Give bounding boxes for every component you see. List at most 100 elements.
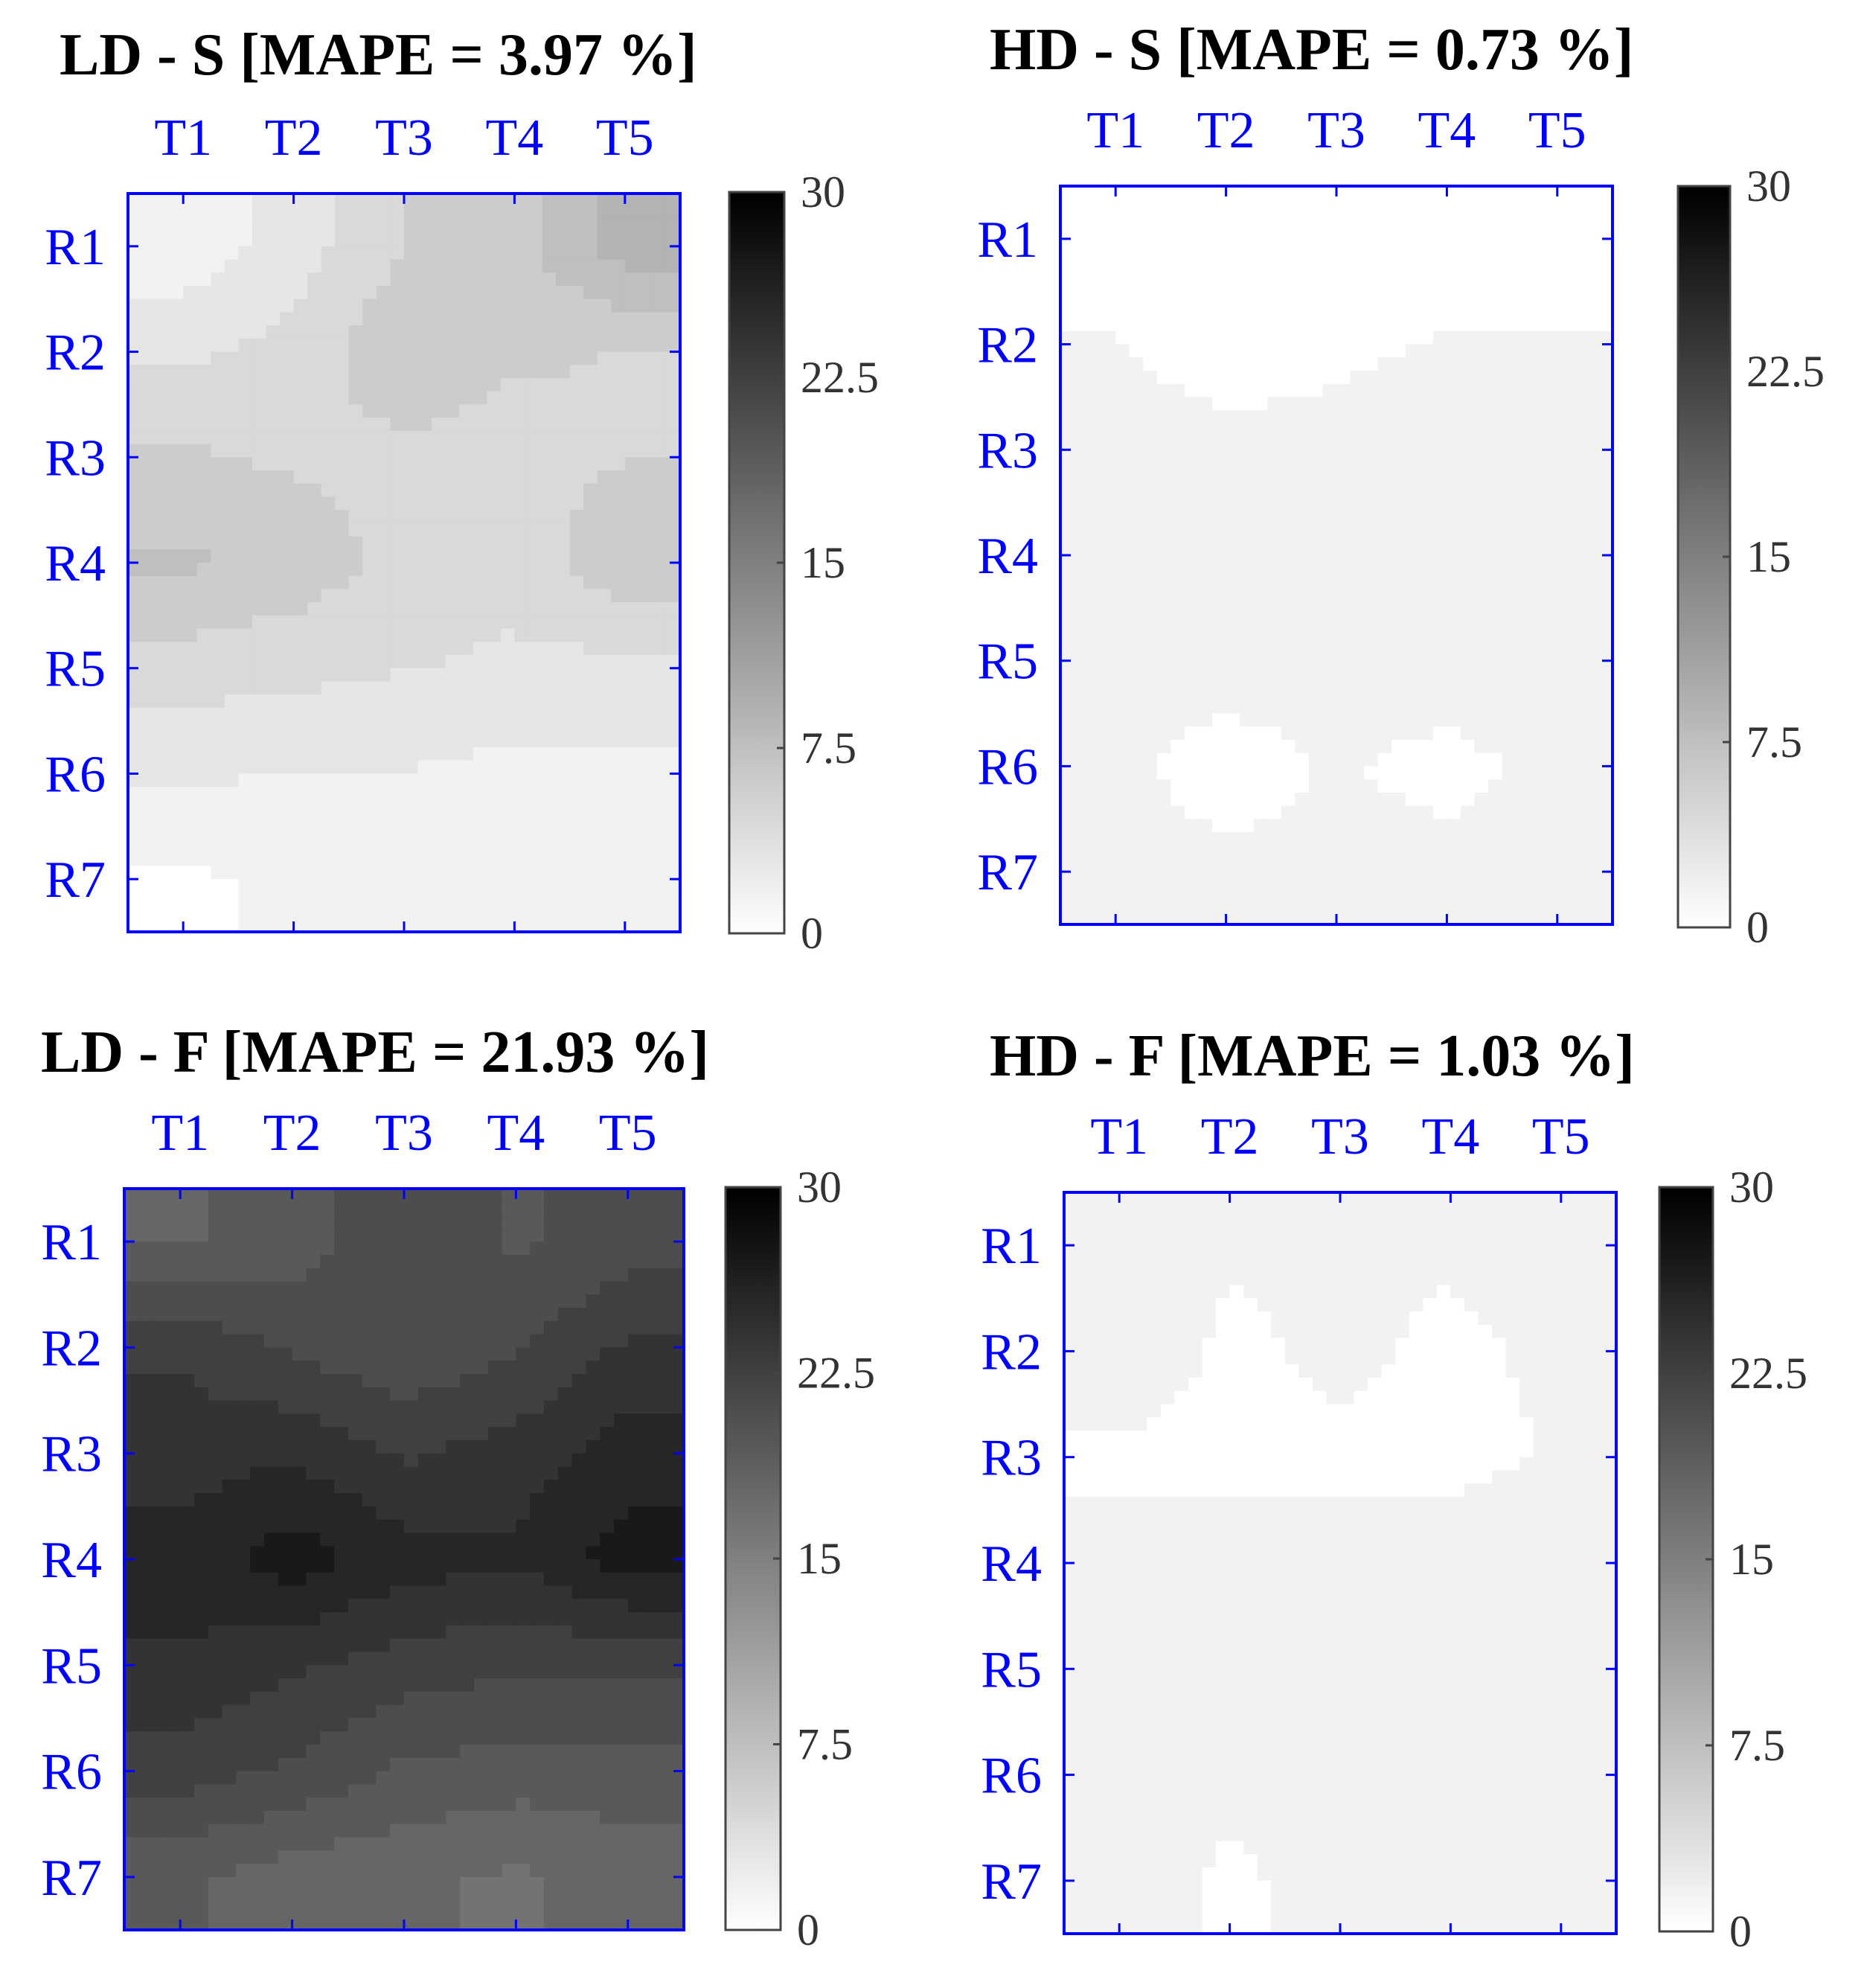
heatmap-cell: [1364, 607, 1379, 622]
heatmap-cell: [1502, 476, 1516, 490]
heatmap-cell: [500, 668, 515, 683]
heatmap-cell: [473, 681, 487, 695]
heatmap-cell: [278, 1268, 293, 1282]
x-tick-label: T3: [375, 1105, 433, 1162]
heatmap-cell: [266, 510, 281, 524]
heatmap-cell: [432, 510, 446, 524]
heatmap-cell: [169, 707, 184, 722]
heatmap-cell: [1488, 450, 1503, 464]
heatmap-cell: [1557, 238, 1572, 253]
heatmap-cell: [1584, 410, 1600, 424]
heatmap-cell: [1336, 648, 1351, 662]
heatmap-cell: [1405, 212, 1420, 226]
heatmap-cell: [224, 522, 239, 537]
heatmap-cell: [638, 840, 653, 854]
heatmap-cell: [196, 575, 211, 590]
heatmap-cell: [583, 799, 598, 814]
heatmap-cell: [1308, 792, 1324, 807]
heatmap-cell: [597, 655, 612, 669]
heatmap-cell: [1184, 858, 1200, 872]
heatmap-cell: [417, 418, 432, 432]
heatmap-cell: [141, 483, 156, 498]
heatmap-cell: [544, 1268, 559, 1282]
heatmap-cell: [1460, 344, 1476, 358]
heatmap-cell: [459, 840, 474, 854]
heatmap-cell: [1184, 595, 1200, 609]
heatmap-cell: [445, 496, 460, 511]
heatmap-cell: [1088, 581, 1103, 595]
heatmap-cell: [1074, 911, 1089, 925]
heatmap-cell: [376, 615, 391, 630]
heatmap-cell: [264, 1294, 279, 1308]
heatmap-cell: [335, 430, 350, 445]
heatmap-cell: [1226, 872, 1240, 886]
heatmap-cell: [1529, 371, 1544, 385]
heatmap-cell: [224, 549, 239, 563]
heatmap-cell: [1074, 687, 1089, 701]
heatmap-cell: [1598, 726, 1613, 741]
heatmap-cell: [1281, 911, 1295, 925]
heatmap-cell: [390, 787, 405, 801]
heatmap-cell: [597, 602, 612, 616]
heatmap-cell: [1101, 291, 1116, 306]
heatmap-cell: [128, 642, 143, 656]
heatmap-cell: [1267, 595, 1282, 609]
heatmap-cell: [1060, 674, 1075, 688]
heatmap-cell: [1529, 898, 1544, 912]
heatmap-cell: [278, 1241, 293, 1256]
heatmap-cell: [1226, 884, 1240, 899]
heatmap-cell: [404, 325, 419, 339]
heatmap-cell: [1377, 872, 1392, 886]
heatmap-cell: [1322, 383, 1337, 398]
heatmap-cell: [128, 734, 143, 748]
heatmap-cell: [473, 457, 487, 471]
heatmap-cell: [238, 852, 253, 867]
heatmap-cell: [1156, 581, 1171, 595]
heatmap-cell: [1364, 410, 1379, 424]
heatmap-cell: [459, 220, 474, 234]
heatmap-cell: [1129, 265, 1144, 279]
heatmap-cell: [1281, 898, 1295, 912]
heatmap-cell: [1598, 779, 1613, 793]
heatmap-cell: [1212, 792, 1227, 807]
heatmap-cell: [1391, 344, 1406, 358]
heatmap-cell: [194, 1308, 209, 1322]
heatmap-cell: [473, 470, 487, 485]
heatmap-cell: [627, 1268, 643, 1282]
heatmap-cell: [1253, 752, 1268, 767]
heatmap-cell: [557, 1294, 573, 1308]
heatmap-cell: [252, 404, 267, 418]
heatmap-cell: [666, 563, 681, 577]
heatmap-cell: [666, 840, 681, 854]
heatmap-cell: [183, 206, 198, 221]
heatmap-cell: [1115, 515, 1130, 530]
heatmap-cell: [1460, 212, 1476, 226]
heatmap-cell: [1060, 436, 1075, 450]
heatmap-cell: [1391, 766, 1406, 780]
heatmap-cell: [528, 668, 543, 683]
heatmap-cell: [1322, 344, 1337, 358]
heatmap-cell: [280, 233, 295, 247]
heatmap-cell: [169, 668, 184, 683]
heatmap-cell: [1226, 318, 1240, 332]
heatmap-cell: [530, 1254, 545, 1269]
heatmap-cell: [1226, 621, 1240, 635]
heatmap-cell: [556, 206, 571, 221]
heatmap-cell: [1212, 542, 1227, 556]
heatmap-cell: [1474, 344, 1489, 358]
heatmap-cell: [1529, 555, 1544, 569]
heatmap-cell: [1184, 911, 1200, 925]
heatmap-cell: [502, 1189, 516, 1203]
heatmap-cell: [670, 1294, 685, 1308]
heatmap-cell: [1488, 265, 1503, 279]
heatmap-cell: [459, 483, 474, 498]
heatmap-cell: [1516, 528, 1531, 543]
heatmap-cell: [266, 852, 281, 867]
heatmap-cell: [208, 1254, 223, 1269]
heatmap-cell: [128, 563, 143, 577]
heatmap-cell: [1350, 397, 1365, 411]
heatmap-cell: [404, 259, 419, 273]
heatmap-cell: [156, 681, 170, 695]
heatmap-cell: [141, 681, 156, 695]
heatmap-cell: [528, 365, 543, 379]
